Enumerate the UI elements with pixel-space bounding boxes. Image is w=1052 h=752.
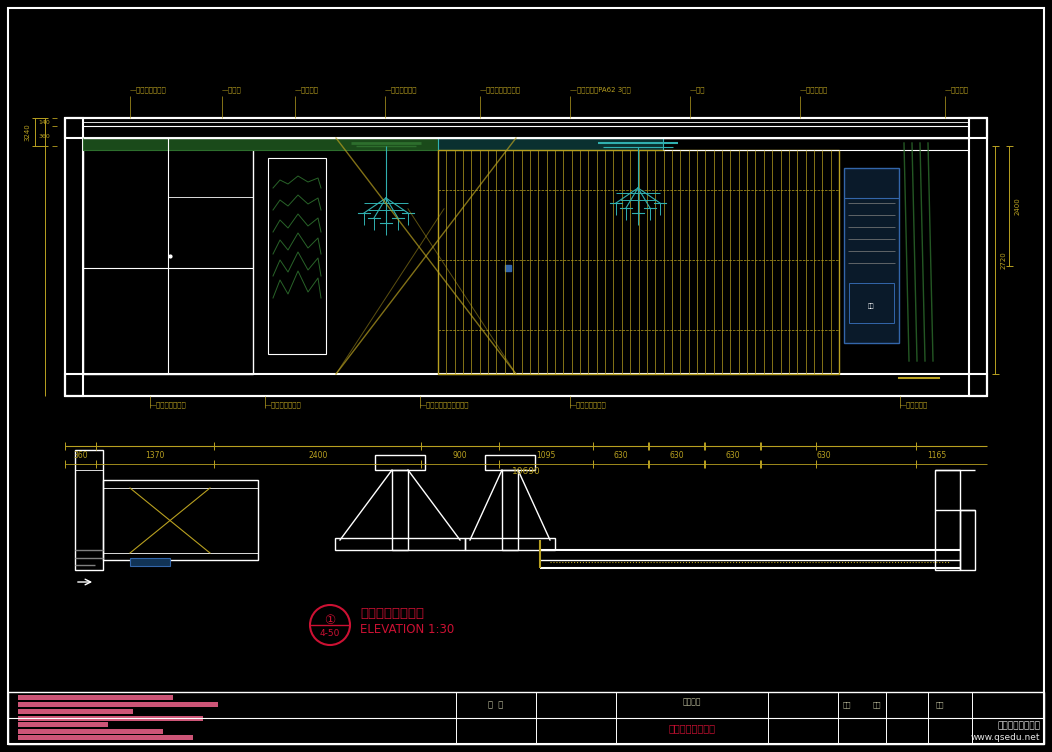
Bar (335, 538, 465, 550)
Text: —布艺罗带: —布艺罗带 (945, 86, 969, 93)
Text: 家装客餐厅立面图: 家装客餐厅立面图 (360, 607, 424, 620)
Bar (83, 138, 438, 150)
Bar (935, 470, 960, 570)
Text: —空调机位置: —空调机位置 (901, 401, 928, 408)
Bar (18, 722, 108, 727)
Text: 显示: 显示 (868, 303, 874, 309)
Bar (375, 455, 425, 470)
Text: —成品窐木大边膣: —成品窐木大边膣 (570, 401, 607, 408)
Text: 1370: 1370 (145, 451, 165, 460)
Bar (268, 158, 326, 354)
Text: 项  目: 项 目 (488, 701, 504, 709)
Bar (438, 138, 663, 150)
Text: —纮自日光灯: —纮自日光灯 (800, 86, 828, 93)
Text: 10690: 10690 (511, 467, 541, 476)
Text: 630: 630 (669, 451, 684, 460)
Bar (485, 455, 535, 470)
Text: 360: 360 (38, 134, 50, 138)
Text: 630: 630 (725, 451, 740, 460)
Text: 2720: 2720 (1002, 251, 1007, 269)
Text: 审核: 审核 (935, 702, 945, 708)
Bar (103, 480, 258, 560)
Text: 家装客餐厅立面图: 家装客餐厅立面图 (668, 723, 715, 733)
Bar (75, 450, 103, 570)
Text: 图纸名称: 图纸名称 (683, 698, 702, 706)
Text: 2400: 2400 (308, 451, 327, 460)
Text: 齐生设计职业学校: 齐生设计职业学校 (997, 721, 1040, 730)
Bar (83, 138, 252, 374)
Text: ELEVATION 1:30: ELEVATION 1:30 (360, 623, 454, 636)
Bar (18, 702, 218, 707)
Text: 1165: 1165 (927, 451, 947, 460)
Text: —石膏维条如白: —石膏维条如白 (385, 86, 418, 93)
Bar (844, 168, 899, 343)
Bar (8, 692, 1044, 744)
Text: www.qsedu.net: www.qsedu.net (971, 733, 1040, 742)
Bar (65, 118, 987, 138)
Text: 3240: 3240 (24, 123, 31, 141)
Bar (18, 695, 173, 700)
Bar (18, 716, 203, 721)
Bar (75, 470, 103, 550)
Bar (18, 735, 193, 740)
Text: —成品窐木大边膣: —成品窐木大边膣 (265, 401, 302, 408)
Text: —装饰面: —装饰面 (222, 86, 242, 93)
Bar (18, 709, 133, 714)
Bar (960, 510, 975, 570)
Bar (103, 488, 258, 553)
Text: 140: 140 (38, 120, 50, 125)
Text: 4-50: 4-50 (320, 629, 340, 638)
Text: —水性花格布PA62 3层风: —水性花格布PA62 3层风 (570, 86, 631, 93)
Text: 630: 630 (816, 451, 831, 460)
Bar (465, 538, 555, 550)
Bar (438, 150, 839, 374)
Bar (849, 283, 894, 323)
Text: —订制窐木成品门及门套: —订制窐木成品门及门套 (420, 401, 469, 408)
Text: 1095: 1095 (537, 451, 555, 460)
Bar (969, 118, 987, 396)
Text: —水城缪色居织拼图: —水城缪色居织拼图 (480, 86, 521, 93)
Text: —镜子: —镜子 (690, 86, 706, 93)
Text: 设计: 设计 (843, 702, 851, 708)
Bar (502, 470, 518, 550)
Text: —工艺吴灯: —工艺吴灯 (295, 86, 319, 93)
Text: 360: 360 (74, 451, 87, 460)
Text: 制图: 制图 (873, 702, 882, 708)
Text: —订制成品推拉门: —订制成品推拉门 (130, 86, 167, 93)
Text: ①: ① (324, 614, 336, 627)
Bar (65, 374, 987, 396)
Text: —预埋白色乳胶漆: —预埋白色乳胶漆 (150, 401, 187, 408)
Text: 630: 630 (613, 451, 628, 460)
Bar (130, 558, 170, 566)
Bar (65, 118, 83, 396)
Text: 2400: 2400 (1015, 197, 1021, 215)
Bar (392, 470, 408, 550)
Text: 900: 900 (452, 451, 467, 460)
Bar (18, 729, 163, 734)
